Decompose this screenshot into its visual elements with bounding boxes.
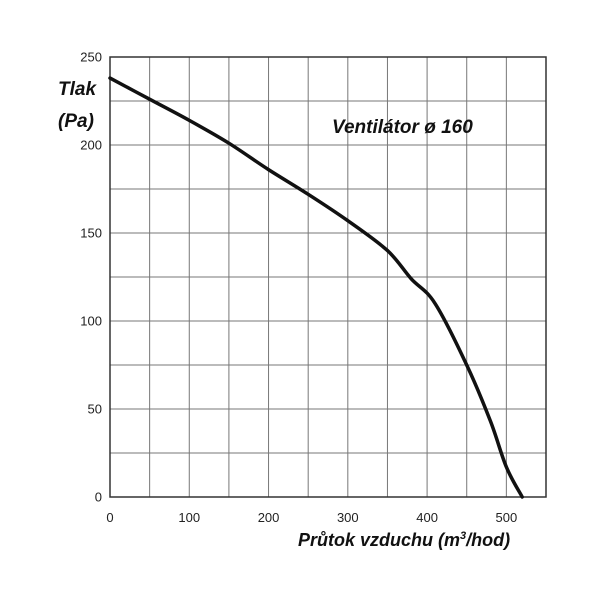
x-axis-label: Průtok vzduchu (m3/hod) bbox=[298, 530, 510, 550]
y-tick-label: 0 bbox=[95, 490, 102, 505]
x-tick-label: 200 bbox=[258, 510, 280, 525]
y-axis-label-line1: Tlak bbox=[58, 79, 97, 100]
x-tick-labels: 0 100 200 300 400 500 bbox=[106, 510, 517, 525]
y-tick-labels: 0 50 100 150 200 250 bbox=[80, 50, 102, 505]
y-axis-label-line2: (Pa) bbox=[58, 111, 94, 132]
x-tick-label: 300 bbox=[337, 510, 359, 525]
y-tick-label: 150 bbox=[80, 226, 102, 241]
x-tick-label: 100 bbox=[178, 510, 200, 525]
plot-frame bbox=[109, 56, 547, 498]
x-axis-label-main: Průtok vzduchu (m bbox=[298, 530, 460, 550]
y-tick-label: 200 bbox=[80, 138, 102, 153]
fan-curve-series bbox=[108, 76, 524, 499]
x-axis-label-superscript: 3 bbox=[460, 530, 466, 542]
chart-title: Ventilátor ø 160 bbox=[332, 117, 473, 138]
y-tick-label: 50 bbox=[88, 402, 102, 417]
x-tick-label: 0 bbox=[106, 510, 113, 525]
y-tick-label: 250 bbox=[80, 50, 102, 65]
x-axis-label-end: /hod) bbox=[465, 530, 510, 550]
x-tick-label: 400 bbox=[416, 510, 438, 525]
x-tick-label: 500 bbox=[496, 510, 518, 525]
grid bbox=[110, 57, 546, 497]
y-tick-label: 100 bbox=[80, 314, 102, 329]
